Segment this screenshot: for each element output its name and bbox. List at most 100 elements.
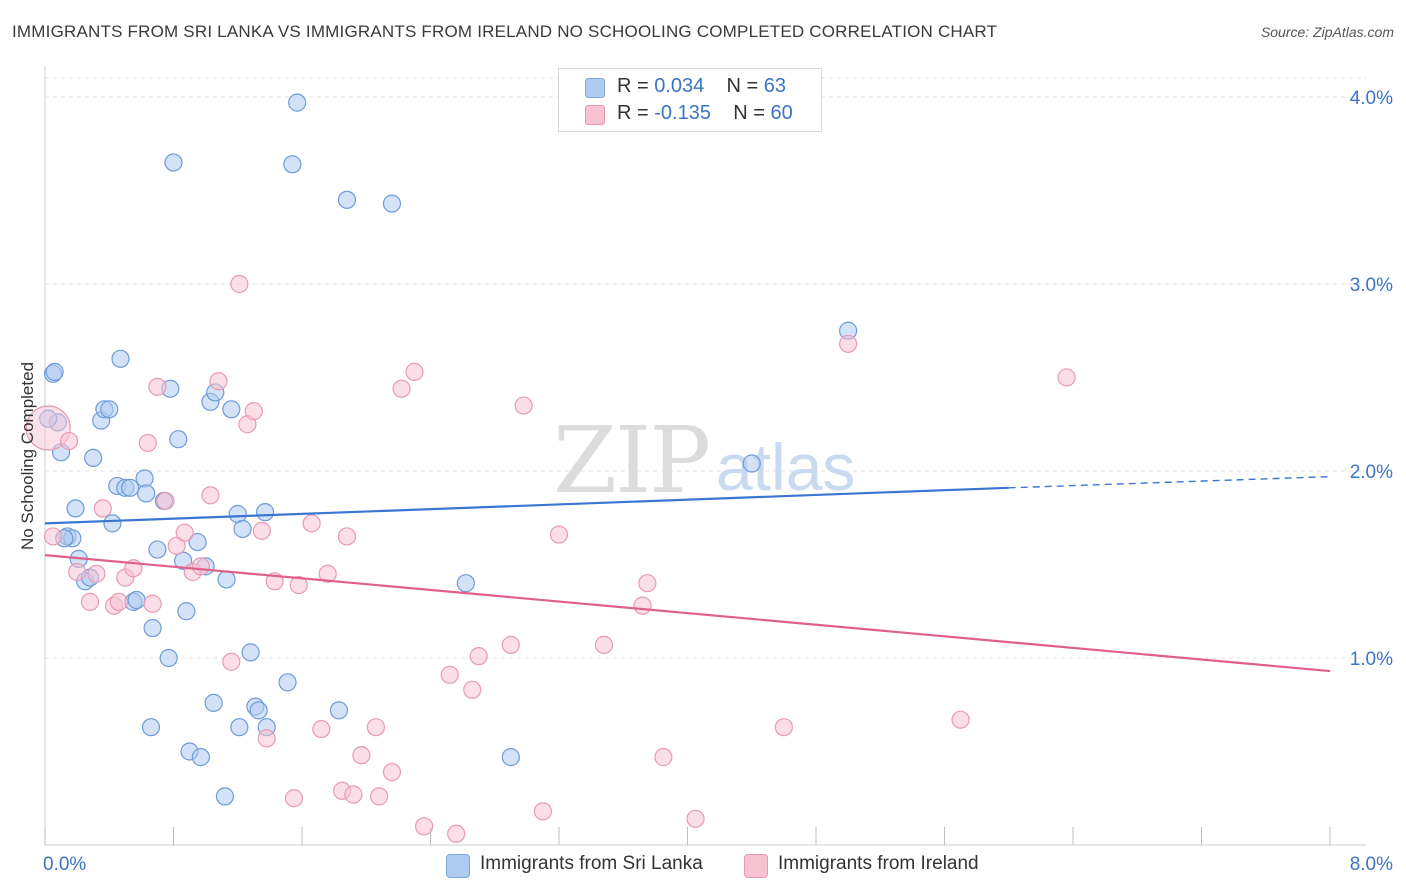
point-sri-lanka: [127, 590, 146, 610]
legend-n-value: 63: [763, 75, 787, 97]
point-sri-lanka: [215, 787, 234, 806]
point-ireland: [344, 785, 363, 804]
legend-r-label: R =: [617, 102, 655, 124]
point-ireland: [1057, 368, 1076, 387]
point-sri-lanka: [84, 448, 103, 468]
point-ireland: [80, 592, 100, 612]
point-ireland: [501, 635, 520, 655]
point-ireland: [370, 787, 389, 806]
point-ireland: [312, 719, 331, 739]
point-ireland: [43, 527, 63, 546]
point-sri-lanka: [222, 400, 241, 419]
point-ireland: [533, 802, 553, 821]
point-ireland: [594, 635, 614, 655]
bottom-legend-label: Immigrants from Sri Lanka: [480, 853, 703, 874]
point-ireland: [244, 402, 263, 421]
point-sri-lanka: [233, 519, 252, 539]
point-sri-lanka: [501, 748, 520, 767]
point-ireland: [59, 431, 79, 451]
point-ireland: [252, 521, 271, 540]
y-tick-label: 3.0%: [1350, 275, 1393, 296]
y-tick-label: 2.0%: [1350, 462, 1393, 483]
point-ireland: [209, 372, 228, 391]
point-sri-lanka: [169, 430, 188, 449]
point-ireland: [392, 379, 411, 398]
point-sri-lanka: [148, 540, 167, 559]
legend-n-label: N =: [733, 102, 771, 124]
point-ireland: [447, 824, 466, 843]
point-sri-lanka: [230, 718, 249, 737]
point-ireland: [284, 789, 304, 808]
trend-line-ireland: [44, 554, 1331, 673]
grid-lines: [45, 77, 1366, 659]
watermark-atlas: atlas: [716, 430, 855, 504]
tick-labels: 1.0% 2.0% 3.0% 4.0% 0.0% 8.0%: [43, 88, 1393, 875]
legend-n-label: N =: [726, 75, 764, 97]
y-axis-label: No Schooling Completed: [18, 362, 37, 550]
point-ireland: [440, 665, 459, 684]
trend-lines: [44, 475, 1331, 673]
point-sri-lanka: [217, 570, 236, 589]
point-sri-lanka: [288, 93, 307, 112]
bottom-legend-label: Immigrants from Ireland: [778, 853, 979, 874]
point-ireland: [148, 377, 167, 396]
point-sri-lanka: [45, 362, 64, 381]
point-ireland: [839, 334, 858, 353]
point-ireland: [633, 596, 652, 615]
point-ireland: [167, 536, 186, 555]
watermark: ZIP atlas: [553, 407, 855, 514]
point-sri-lanka: [204, 693, 223, 712]
point-ireland: [175, 523, 194, 542]
point-ireland: [222, 652, 241, 671]
point-sri-lanka: [66, 499, 85, 518]
point-sri-lanka: [337, 190, 357, 209]
point-ireland: [109, 592, 128, 612]
legend-n-value: 60: [770, 102, 793, 124]
legend-swatch-ireland: [585, 105, 605, 125]
point-sri-lanka: [241, 643, 260, 662]
point-ireland: [514, 396, 533, 415]
legend-r-label: R =: [617, 75, 655, 97]
point-ireland: [191, 557, 210, 576]
x-tick-label: 8.0%: [1350, 854, 1393, 875]
bottom-legend-swatch-ireland: [744, 854, 768, 878]
point-ireland: [143, 594, 162, 613]
point-sri-lanka: [164, 153, 183, 172]
point-sri-lanka: [103, 514, 122, 533]
y-tick-label: 4.0%: [1350, 88, 1393, 109]
point-sri-lanka: [249, 701, 268, 720]
axes: [44, 66, 1366, 846]
point-ireland: [318, 564, 337, 583]
point-ireland: [25, 405, 71, 451]
point-sri-lanka: [742, 454, 761, 473]
point-ireland: [289, 575, 308, 595]
point-ireland: [774, 718, 793, 737]
point-ireland: [156, 491, 175, 511]
point-ireland: [654, 748, 673, 767]
watermark-zip: ZIP: [553, 407, 709, 514]
point-ireland: [138, 433, 157, 453]
stats-legend: R = 0.034 N = 63 R = -0.135 N = 60: [558, 68, 822, 132]
point-sri-lanka: [382, 194, 402, 213]
point-sri-lanka: [188, 532, 207, 552]
point-sri-lanka: [100, 400, 119, 419]
point-ireland: [201, 486, 220, 505]
point-ireland: [257, 729, 276, 748]
point-sri-lanka: [121, 478, 140, 497]
point-sri-lanka: [159, 648, 178, 668]
source-credit: Source: ZipAtlas.com: [1260, 24, 1394, 40]
point-sri-lanka: [137, 484, 156, 503]
point-ireland: [463, 680, 482, 699]
point-sri-lanka: [255, 503, 275, 522]
point-sri-lanka: [177, 602, 196, 621]
legend-r-value: -0.135: [654, 102, 711, 124]
point-sri-lanka: [111, 349, 130, 368]
point-ireland: [302, 514, 321, 533]
point-ireland: [87, 564, 106, 583]
point-ireland: [230, 274, 249, 294]
legend-r-value: 0.034: [654, 75, 705, 97]
point-sri-lanka: [283, 155, 302, 174]
trend-line-sri-lanka: [44, 486, 1009, 525]
point-ireland: [951, 710, 970, 729]
